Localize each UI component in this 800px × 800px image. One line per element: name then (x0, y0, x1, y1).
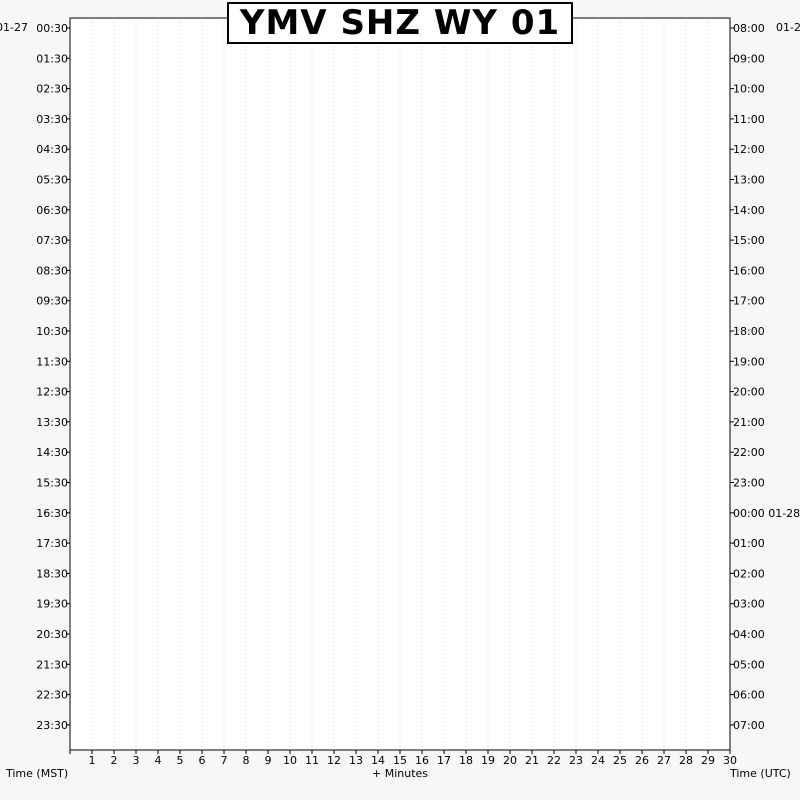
x-tick-label: 25 (613, 754, 627, 767)
x-tick-label: 13 (349, 754, 363, 767)
x-tick-label: 17 (437, 754, 451, 767)
right-tick-label: 01:00 (733, 537, 765, 550)
x-tick-label: 1 (89, 754, 96, 767)
x-tick-label: 10 (283, 754, 297, 767)
left-tick-label: 01:30 (36, 52, 68, 65)
left-tick-label: 12:30 (36, 386, 68, 399)
x-tick-label: 20 (503, 754, 517, 767)
x-tick-label: 4 (155, 754, 162, 767)
right-tick-label: 03:00 (733, 598, 765, 611)
x-tick-label: 11 (305, 754, 319, 767)
left-tick-label: 02:30 (36, 83, 68, 96)
x-tick-label: 28 (679, 754, 693, 767)
left-tick-label: 10:30 (36, 325, 68, 338)
right-tick-label: 18:00 (733, 325, 765, 338)
x-tick-label: 21 (525, 754, 539, 767)
right-tick-label: 06:00 (733, 689, 765, 702)
x-tick-label: 3 (133, 754, 140, 767)
right-tick-label: 08:00 (733, 22, 765, 35)
left-tick-label: 21:30 (36, 658, 68, 671)
x-tick-label: 2 (111, 754, 118, 767)
right-tick-label: 04:00 (733, 628, 765, 641)
left-tick-label: 03:30 (36, 113, 68, 126)
left-tick-label: 14:30 (36, 446, 68, 459)
right-tick-label: 00:00 01-28 (733, 507, 800, 520)
x-tick-label: 7 (221, 754, 228, 767)
left-tick-label: 20:30 (36, 628, 68, 641)
left-tick-label: 11:30 (36, 355, 68, 368)
x-tick-label: 6 (199, 754, 206, 767)
left-tick-label: 16:30 (36, 507, 68, 520)
right-tick-label: 14:00 (733, 204, 765, 217)
right-tick-label: 19:00 (733, 355, 765, 368)
x-tick-label: 14 (371, 754, 385, 767)
left-tick-label: 08:30 (36, 264, 68, 277)
right-tick-label: 07:00 (733, 719, 765, 732)
x-tick-label: 18 (459, 754, 473, 767)
date-left-label: 01-27 (0, 21, 28, 34)
x-tick-label: 9 (265, 754, 272, 767)
x-axis-label: + Minutes (372, 767, 428, 780)
right-tick-label: 11:00 (733, 113, 765, 126)
x-tick-label: 15 (393, 754, 407, 767)
left-tick-label: 05:30 (36, 174, 68, 187)
left-tick-label: 19:30 (36, 598, 68, 611)
right-tick-label: 17:00 (733, 295, 765, 308)
right-tick-label: 21:00 (733, 416, 765, 429)
axes-group: 00:30 01:30 02:30 03:30 04:30 05:30 06:30 07:30… (36, 17, 800, 767)
left-tick-label: 06:30 (36, 204, 68, 217)
left-tick-label: 07:30 (36, 234, 68, 247)
right-tick-label: 02:00 (733, 567, 765, 580)
left-tick-label: 22:30 (36, 689, 68, 702)
x-tick-label: 26 (635, 754, 649, 767)
right-tick-label: 20:00 (733, 386, 765, 399)
right-tick-label: 15:00 (733, 234, 765, 247)
x-tick-label: 16 (415, 754, 429, 767)
right-tick-label: 09:00 (733, 52, 765, 65)
right-tick-label: 05:00 (733, 658, 765, 671)
y-axis-label-left: Time (MST) (5, 767, 68, 780)
x-tick-label: 27 (657, 754, 671, 767)
x-tick-label: 8 (243, 754, 250, 767)
x-tick-label: 24 (591, 754, 605, 767)
plot-frame (69, 17, 731, 751)
left-tick-label: 23:30 (36, 719, 68, 732)
left-tick-label: 15:30 (36, 477, 68, 490)
left-tick-label: 17:30 (36, 537, 68, 550)
x-tick-label: 30 (723, 754, 737, 767)
x-tick-label: 5 (177, 754, 184, 767)
x-tick-label: 23 (569, 754, 583, 767)
left-tick-label: 18:30 (36, 567, 68, 580)
right-tick-label: 13:00 (733, 174, 765, 187)
left-tick-label: 00:30 (36, 22, 68, 35)
right-tick-label: 23:00 (733, 477, 765, 490)
right-tick-label: 16:00 (733, 264, 765, 277)
left-tick-label: 04:30 (36, 143, 68, 156)
y-axis-label-right: Time (UTC) (729, 767, 791, 780)
x-tick-label: 19 (481, 754, 495, 767)
x-tick-label: 29 (701, 754, 715, 767)
right-tick-label: 10:00 (733, 83, 765, 96)
chart-title: YMV SHZ WY 01 (227, 2, 573, 44)
x-tick-label: 22 (547, 754, 561, 767)
right-tick-label: 12:00 (733, 143, 765, 156)
x-tick-label: 12 (327, 754, 341, 767)
date-right-label: 01-28 (776, 21, 800, 34)
left-tick-label: 13:30 (36, 416, 68, 429)
right-tick-label: 22:00 (733, 446, 765, 459)
left-tick-label: 09:30 (36, 295, 68, 308)
